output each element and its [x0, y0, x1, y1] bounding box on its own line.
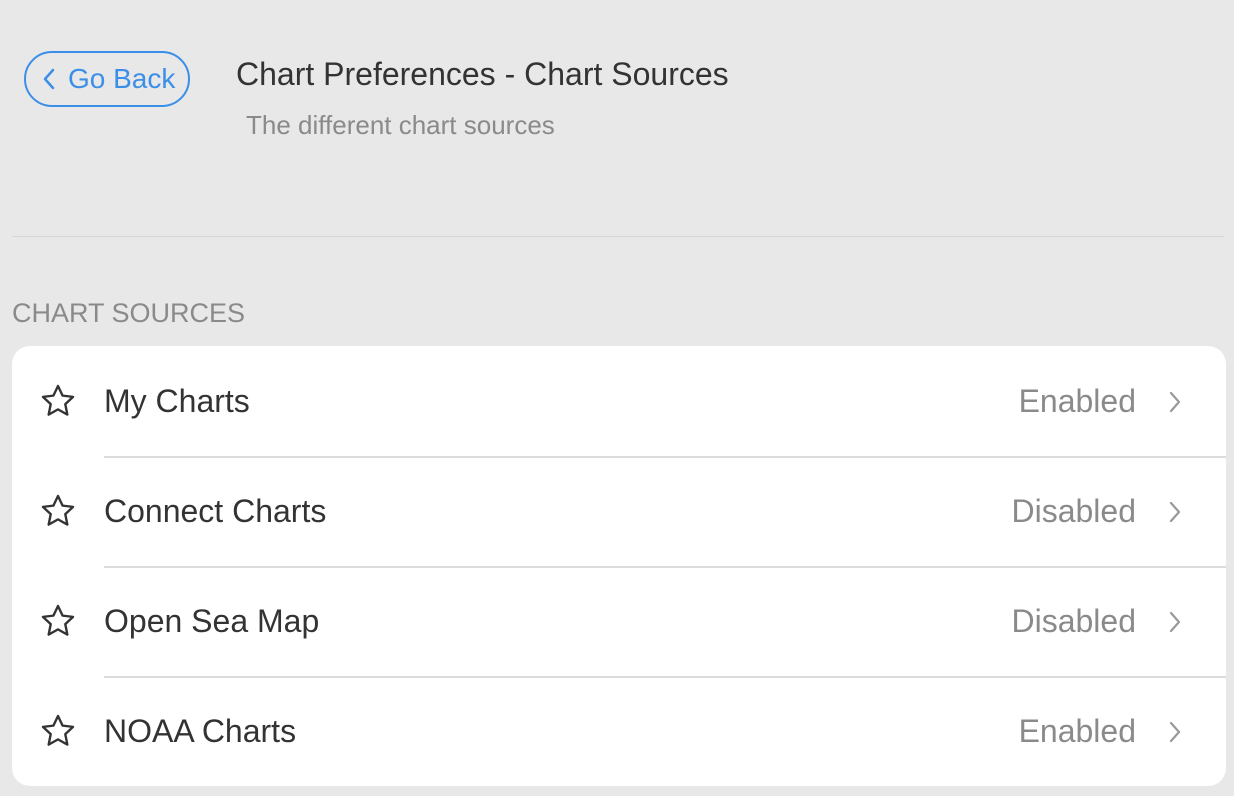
- chevron-left-icon: [43, 68, 55, 90]
- item-label: My Charts: [104, 382, 250, 419]
- star-icon: [41, 494, 75, 526]
- status-value: Disabled: [1011, 492, 1136, 529]
- list-item[interactable]: NOAA Charts Enabled: [12, 676, 1226, 786]
- list-item[interactable]: My Charts Enabled: [12, 346, 1226, 456]
- item-label: NOAA Charts: [104, 712, 297, 749]
- item-label: Open Sea Map: [104, 602, 320, 639]
- page-subtitle: The different chart sources: [246, 110, 555, 140]
- chevron-right-icon: [1169, 611, 1181, 633]
- star-icon: [41, 604, 75, 636]
- star-icon: [41, 384, 75, 416]
- status-value: Disabled: [1011, 602, 1136, 639]
- item-label: Connect Charts: [104, 492, 327, 529]
- chevron-right-icon: [1169, 721, 1181, 743]
- star-icon: [41, 714, 75, 746]
- divider: [12, 236, 1224, 237]
- status-value: Enabled: [1018, 382, 1136, 419]
- page-title: Chart Preferences - Chart Sources: [236, 56, 729, 92]
- section-title: CHART SOURCES: [12, 298, 246, 328]
- list-item[interactable]: Connect Charts Disabled: [12, 456, 1226, 566]
- chevron-right-icon: [1169, 391, 1181, 413]
- list-item[interactable]: Open Sea Map Disabled: [12, 566, 1226, 676]
- go-back-label: Go Back: [68, 63, 176, 94]
- chart-sources-list: My Charts Enabled Connect Charts Disable…: [12, 346, 1226, 786]
- go-back-button[interactable]: Go Back: [24, 51, 190, 107]
- status-value: Enabled: [1018, 712, 1136, 749]
- chevron-right-icon: [1169, 501, 1181, 523]
